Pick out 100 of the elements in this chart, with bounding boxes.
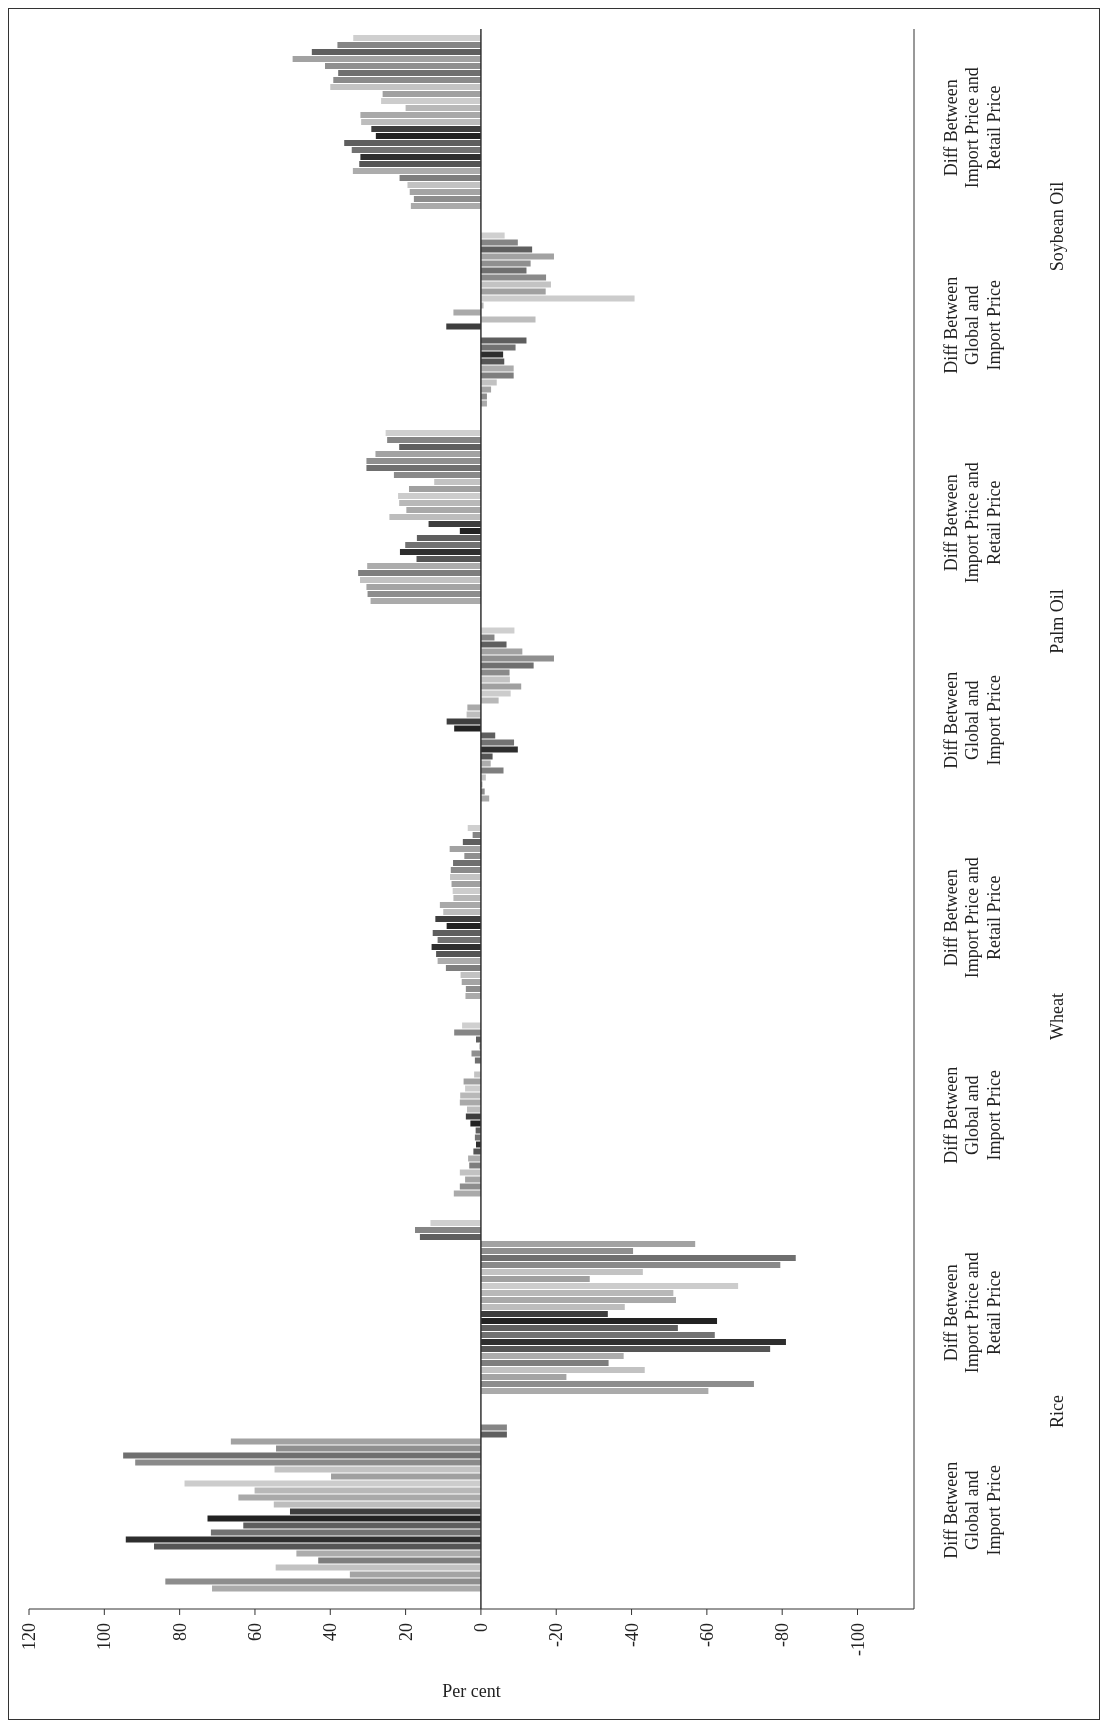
bar: [393, 472, 481, 478]
text: Wheat: [1047, 993, 1067, 1040]
bar: [480, 1297, 676, 1303]
bar: [480, 1276, 590, 1282]
x-tick-label: -20: [546, 1623, 567, 1647]
bar: [480, 1318, 718, 1324]
bar: [353, 35, 481, 41]
y-tick-label: Diff Between Global and Import Price: [940, 1461, 1004, 1559]
bar: [480, 690, 511, 697]
bar: [480, 239, 518, 246]
bar: [480, 1388, 709, 1394]
bar: [358, 570, 481, 576]
bar: [480, 641, 507, 648]
bar: [398, 493, 481, 499]
bar: [276, 1445, 481, 1452]
bar: [480, 267, 527, 274]
bar: [480, 1424, 507, 1431]
bar: [480, 365, 514, 372]
bar: [274, 1466, 481, 1473]
bar: [430, 1220, 481, 1226]
bar: [480, 1346, 771, 1352]
bar: [480, 316, 536, 323]
bar: [405, 105, 481, 111]
bar: [480, 232, 505, 239]
bar: [480, 295, 635, 302]
bar: [367, 563, 481, 569]
bar: [480, 655, 554, 662]
bar: [436, 951, 481, 957]
bar: [123, 1452, 481, 1459]
x-tick-label: -60: [696, 1623, 717, 1647]
bar: [154, 1543, 481, 1550]
bar: [451, 881, 481, 887]
text: Palm Oil: [1047, 589, 1067, 654]
bar: [210, 1529, 481, 1536]
bar: [375, 133, 481, 139]
x-tick-label: 0: [470, 1623, 491, 1632]
bar: [480, 358, 505, 365]
bar: [415, 1227, 481, 1233]
x-tick-label: 100: [94, 1623, 115, 1650]
bar: [437, 937, 481, 943]
bar: [480, 662, 534, 669]
x-tick-label: -100: [847, 1623, 868, 1656]
bar: [337, 42, 481, 48]
x-tick-label: 60: [244, 1623, 265, 1641]
y-tick-label: Diff Between Import Price and Retail Price: [940, 462, 1004, 584]
bar: [466, 711, 481, 718]
bar: [480, 253, 554, 260]
bar: [406, 507, 481, 513]
bar: [454, 1029, 481, 1036]
bar: [366, 584, 481, 590]
bar: [184, 1480, 481, 1487]
bar: [399, 444, 481, 450]
bar: [480, 732, 496, 739]
bar: [254, 1487, 481, 1494]
bar: [410, 203, 481, 209]
bar: [480, 767, 504, 774]
bar: [480, 739, 515, 746]
bar: [212, 1585, 481, 1592]
bar: [385, 430, 481, 436]
bar: [207, 1515, 481, 1522]
x-tick-label: -80: [772, 1623, 793, 1647]
bar: [480, 1431, 507, 1438]
bar: [453, 895, 481, 901]
bar: [462, 839, 481, 845]
bar: [480, 1255, 796, 1261]
bar: [399, 175, 481, 181]
bar: [480, 260, 531, 267]
bar: [408, 486, 481, 492]
bar: [466, 1106, 481, 1113]
bar: [465, 1176, 481, 1183]
bar: [454, 725, 481, 732]
bar: [375, 451, 481, 457]
bar: [480, 648, 523, 655]
bar: [480, 246, 533, 253]
bar: [419, 1234, 481, 1240]
bar: [445, 965, 481, 971]
bar: [480, 1332, 715, 1338]
x-tick-label: 80: [169, 1623, 190, 1641]
bar: [296, 1550, 481, 1557]
x-axis-title: Per cent: [442, 1681, 501, 1701]
x-tick-label: -40: [621, 1623, 642, 1647]
bar: [480, 1381, 754, 1387]
bar: [349, 1571, 481, 1578]
bar: [273, 1501, 481, 1508]
bar: [480, 1283, 739, 1289]
bar: [480, 1248, 634, 1254]
x-tick-label: 120: [19, 1623, 39, 1650]
bar: [292, 56, 481, 62]
bar: [480, 1325, 678, 1331]
bar: [463, 1078, 481, 1085]
bar: [409, 189, 481, 195]
bar: [311, 49, 481, 55]
bar: [467, 704, 481, 711]
bar: [416, 556, 481, 562]
bar: [480, 1367, 645, 1373]
bar: [453, 1190, 481, 1197]
bar: [469, 1162, 481, 1169]
bar: [399, 500, 481, 506]
bar: [366, 458, 481, 464]
bar: [480, 753, 493, 760]
